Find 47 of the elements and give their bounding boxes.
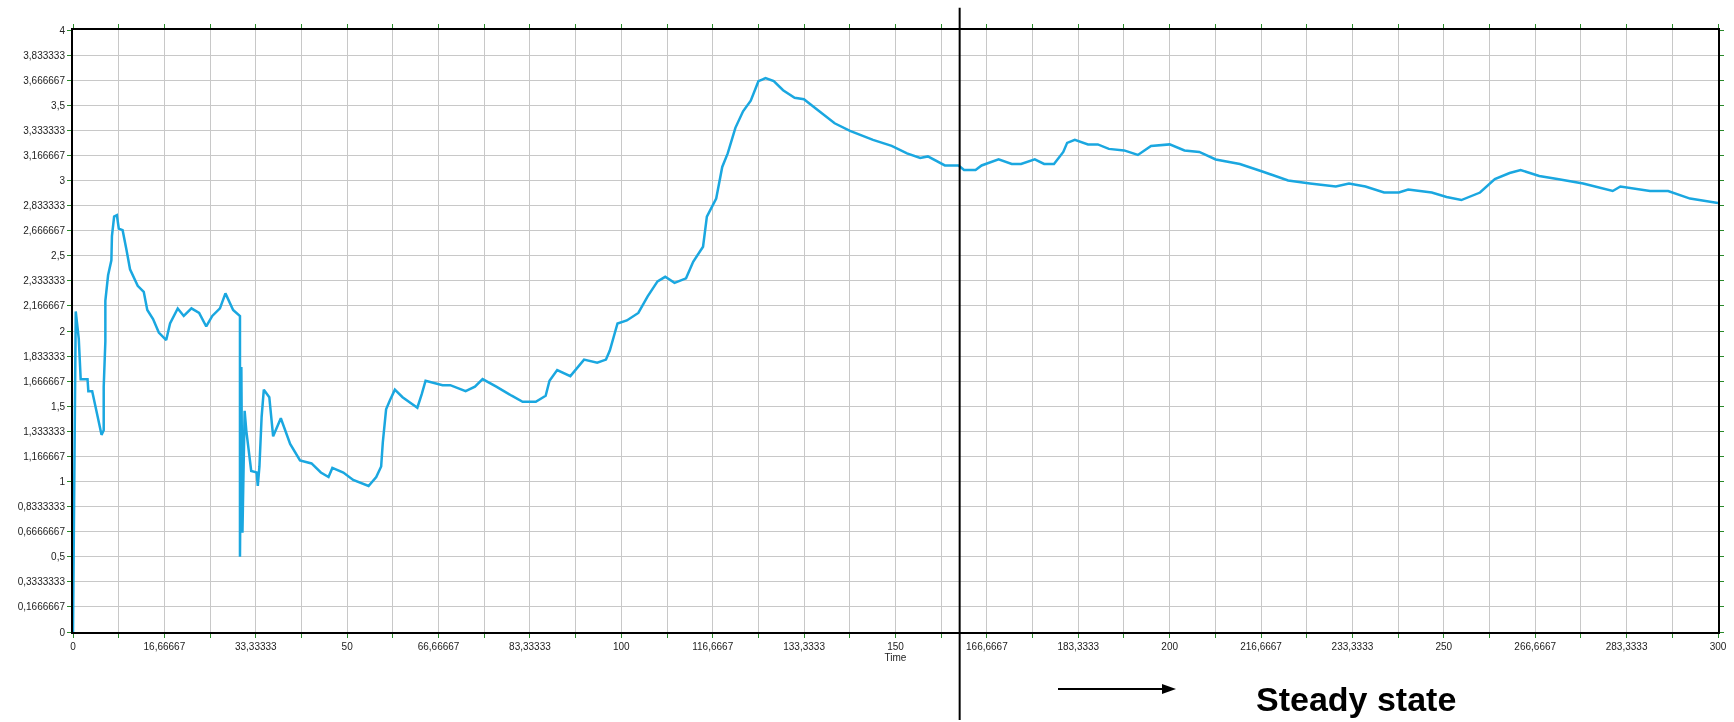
y-tick-label: 2 — [59, 325, 66, 337]
x-tick-label: 83,33333 — [509, 641, 552, 652]
x-tick-label: 50 — [341, 641, 354, 652]
x-tick-label: 216,6667 — [1240, 641, 1283, 652]
y-tick-label: 0,8333333 — [17, 501, 66, 513]
y-tick-label: 3,166667 — [23, 149, 66, 161]
y-tick-label: 3,333333 — [23, 124, 66, 136]
text: Steady state — [1256, 680, 1457, 718]
y-tick-label: 2,166667 — [23, 300, 66, 312]
x-tick-label: 233,3333 — [1331, 641, 1374, 652]
x-tick-label: 266,6667 — [1514, 641, 1557, 652]
x-tick-label: 16,66667 — [143, 641, 186, 652]
y-tick-label: 3,833333 — [23, 49, 66, 61]
x-axis-title: Time — [884, 652, 907, 663]
y-tick-label: 3,5 — [51, 99, 66, 111]
y-tick-label: 1,333333 — [23, 425, 66, 437]
y-tick-label: 3,666667 — [23, 74, 66, 86]
y-tick-label: 1,5 — [51, 400, 66, 412]
y-tick-label: 1,666667 — [23, 375, 66, 387]
y-tick-label: 4 — [59, 24, 66, 36]
x-tick-label: 200 — [1161, 641, 1179, 652]
x-tick-label: 0 — [70, 641, 77, 652]
y-tick-label: 0 — [59, 626, 66, 638]
y-tick-label: 3 — [59, 175, 66, 186]
x-tick-label: 133,3333 — [783, 641, 826, 652]
y-tick-label: 2,666667 — [23, 225, 66, 237]
x-tick-label: 250 — [1435, 641, 1453, 652]
x-tick-label: 100 — [612, 641, 631, 652]
y-tick-label: 0,5 — [51, 551, 66, 563]
y-tick-label: 0,1666667 — [17, 601, 66, 613]
x-tick-label: 166,6667 — [966, 641, 1009, 652]
x-tick-label: 283,3333 — [1605, 641, 1648, 652]
y-tick-label: 1,833333 — [23, 350, 66, 362]
y-tick-label: 2,333333 — [23, 275, 66, 287]
x-tick-label: 116,6667 — [692, 641, 734, 652]
y-tick-label: 1 — [59, 476, 66, 487]
y-tick-label: 2,833333 — [23, 200, 66, 212]
x-tick-label: 300 — [1709, 641, 1727, 652]
x-tick-label: 150 — [887, 641, 905, 652]
x-tick-label: 33,33333 — [234, 641, 278, 652]
x-tick-label: 66,66667 — [417, 641, 460, 652]
y-tick-label: 0,3333333 — [17, 576, 66, 588]
x-tick-label: 183,3333 — [1057, 641, 1100, 652]
line-series — [73, 76, 1718, 632]
y-tick-label: 0,6666667 — [17, 526, 66, 538]
y-tick-label: 2,5 — [51, 250, 66, 262]
y-tick-label: 1,166667 — [23, 450, 66, 462]
